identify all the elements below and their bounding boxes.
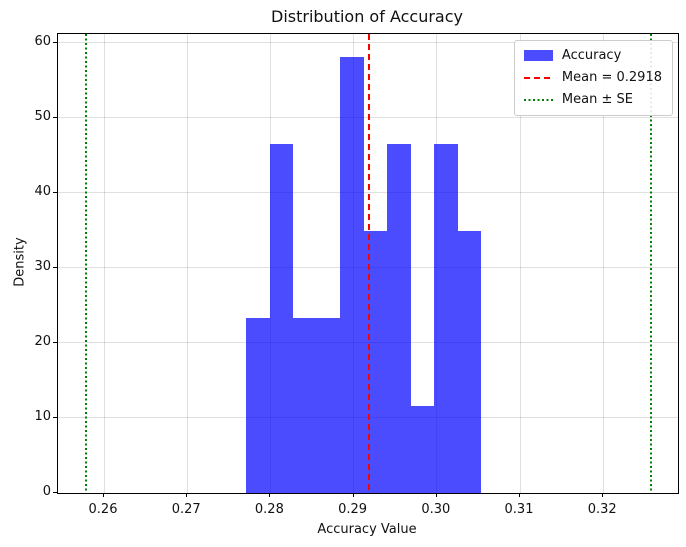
x-axis-label: Accuracy Value bbox=[317, 522, 417, 537]
gridline bbox=[602, 34, 604, 493]
y-tick bbox=[53, 416, 57, 418]
x-tick bbox=[352, 493, 354, 497]
histogram-bar bbox=[340, 56, 364, 493]
x-tick bbox=[269, 493, 271, 497]
y-tick bbox=[53, 341, 57, 343]
x-tick-label: 0.32 bbox=[587, 502, 617, 517]
se-line-upper bbox=[650, 34, 653, 493]
x-tick-label: 0.27 bbox=[171, 502, 201, 517]
x-tick bbox=[103, 493, 104, 497]
histogram-bar bbox=[387, 143, 411, 493]
gridline bbox=[58, 492, 678, 494]
histogram-bar bbox=[269, 143, 294, 493]
y-tick bbox=[53, 116, 57, 118]
dotted-line-swatch-icon bbox=[523, 98, 553, 101]
legend-entry-mean: Mean = 0.2918 bbox=[523, 70, 662, 85]
histogram-bar bbox=[246, 318, 270, 493]
x-tick-label: 0.26 bbox=[88, 502, 118, 517]
x-tick-label: 0.31 bbox=[504, 502, 534, 517]
histogram-bar bbox=[316, 318, 341, 493]
legend-label: Accuracy bbox=[561, 48, 622, 63]
y-tick bbox=[53, 191, 57, 193]
legend-label: Mean ± SE bbox=[561, 92, 633, 107]
y-tick bbox=[53, 266, 57, 268]
x-tick bbox=[435, 493, 437, 497]
x-tick-label: 0.29 bbox=[338, 502, 368, 517]
x-tick bbox=[186, 493, 188, 497]
chart-title: Distribution of Accuracy bbox=[271, 7, 463, 26]
y-tick-label: 50 bbox=[34, 108, 51, 124]
dashed-line-swatch-icon bbox=[523, 76, 553, 79]
mean-line bbox=[367, 34, 370, 493]
histogram-bar bbox=[293, 318, 317, 493]
histogram-bar bbox=[410, 405, 435, 493]
legend-label: Mean = 0.2918 bbox=[561, 70, 662, 85]
histogram-bar bbox=[457, 231, 482, 493]
y-tick-label: 40 bbox=[34, 183, 51, 199]
x-tick-label: 0.28 bbox=[254, 502, 284, 517]
gridline bbox=[103, 34, 105, 493]
y-tick bbox=[53, 41, 57, 43]
y-tick-label: 0 bbox=[42, 484, 51, 499]
x-tick-label: 0.30 bbox=[421, 502, 451, 517]
y-tick bbox=[53, 492, 57, 493]
gridline bbox=[519, 34, 521, 493]
histogram-bar bbox=[434, 143, 458, 493]
legend: Accuracy Mean = 0.2918 Mean ± SE bbox=[513, 40, 673, 116]
y-tick-label: 10 bbox=[34, 408, 51, 424]
se-line-lower bbox=[84, 34, 87, 493]
gridline bbox=[186, 34, 188, 493]
legend-entry-accuracy: Accuracy bbox=[523, 48, 662, 63]
x-tick bbox=[602, 493, 604, 497]
legend-entry-se: Mean ± SE bbox=[523, 92, 662, 107]
x-tick bbox=[519, 493, 520, 497]
y-tick-label: 60 bbox=[34, 33, 51, 49]
histogram-swatch-icon bbox=[523, 50, 553, 61]
y-tick-label: 20 bbox=[34, 333, 51, 349]
y-tick-label: 30 bbox=[34, 258, 51, 274]
